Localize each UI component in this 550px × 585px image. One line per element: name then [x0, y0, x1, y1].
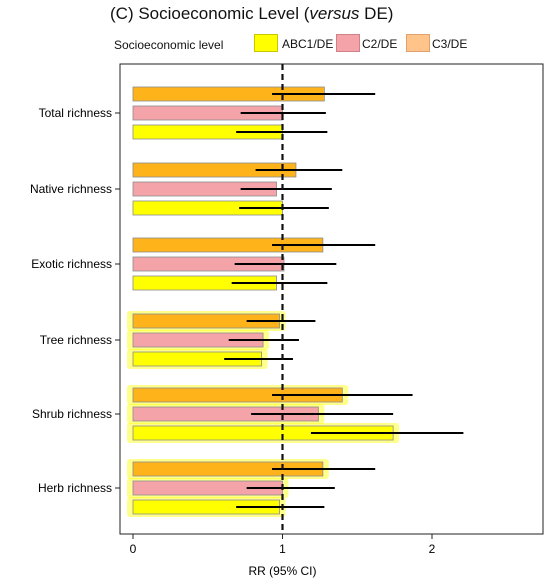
legend-label-c3: C3/DE: [432, 37, 468, 51]
category-label: Tree richness: [40, 333, 112, 347]
chart-title: (C) Socioeconomic Level (versus DE): [110, 4, 393, 24]
category-label: Native richness: [30, 182, 112, 196]
category-label: Herb richness: [38, 481, 112, 495]
category-label: Shrub richness: [32, 407, 112, 421]
chart-title-italic: versus: [309, 4, 360, 23]
x-axis-label: RR (95% CI): [248, 564, 316, 578]
x-tick-label: 1: [279, 542, 286, 556]
legend-title: Socioeconomic level: [114, 38, 224, 52]
plot-frame: [119, 63, 544, 535]
legend-swatch-c3: [406, 34, 430, 52]
legend-label-c2: C2/DE: [362, 37, 398, 51]
chart-title-suffix: DE): [359, 4, 394, 23]
x-tick-label: 0: [130, 542, 137, 556]
chart-title-main: (C) Socioeconomic Level (: [110, 4, 310, 23]
category-label: Exotic richness: [31, 257, 112, 271]
legend-label-abc1: ABC1/DE: [282, 37, 334, 51]
legend-swatch-abc1: [254, 34, 278, 52]
legend-swatch-c2: [336, 34, 360, 52]
category-label: Total richness: [39, 106, 112, 120]
x-tick-label: 2: [429, 542, 436, 556]
